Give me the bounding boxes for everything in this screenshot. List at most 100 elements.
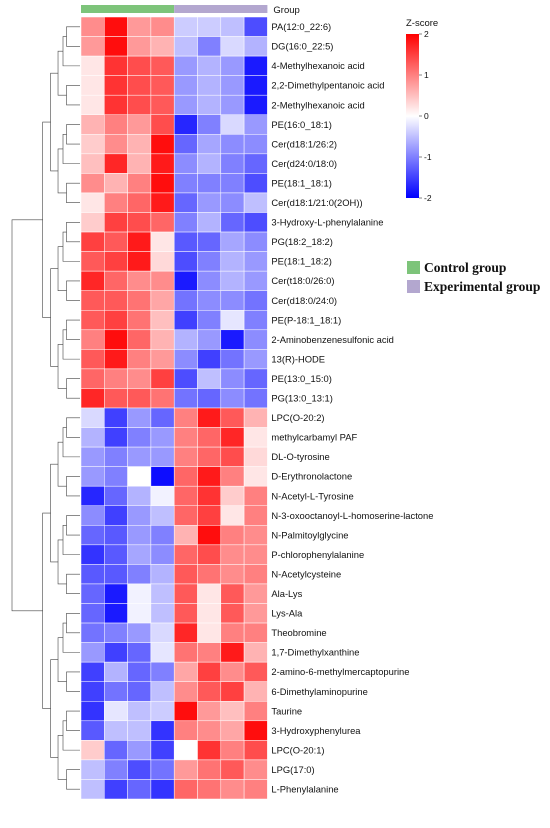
heatmap-cell <box>220 485 245 507</box>
heatmap-cell <box>150 779 175 800</box>
heatmap-cell <box>197 290 222 311</box>
dendrogram-branch <box>66 612 80 634</box>
row-label: PE(16:0_18:1) <box>271 119 331 130</box>
heatmap-cell <box>150 388 175 409</box>
heatmap-cell <box>220 55 245 76</box>
heatmap-cell <box>220 544 245 565</box>
dendrogram-branch <box>66 319 80 340</box>
heatmap-cell <box>243 173 268 194</box>
heatmap-cell <box>150 485 175 507</box>
heatmap-cell <box>220 388 245 409</box>
dendrogram-branch <box>66 671 80 692</box>
heatmap-cell <box>220 740 245 761</box>
heatmap-cell <box>80 153 105 174</box>
heatmap-cell <box>197 407 222 428</box>
heatmap-cell <box>127 36 152 57</box>
dendrogram-branch <box>66 182 80 204</box>
row-label: 2-Methylhexanoic acid <box>271 99 364 110</box>
row-label: Cer(d24:0/18:0) <box>271 158 337 169</box>
heatmap-cell <box>127 75 152 96</box>
heatmap-cell <box>243 485 268 507</box>
dendrogram-branch <box>66 124 80 145</box>
dendrogram-branch <box>66 476 80 497</box>
heatmap-cell <box>197 720 222 741</box>
heatmap-cell <box>150 583 175 604</box>
heatmap-cell <box>80 446 105 467</box>
row-label: DG(16:0_22:5) <box>271 41 333 52</box>
heatmap-cell <box>127 525 152 546</box>
heatmap-cell <box>197 564 222 585</box>
heatmap-cell <box>127 212 152 233</box>
heatmap-cell <box>150 251 175 272</box>
colorbar-tick-label: 2 <box>424 29 429 39</box>
heatmap-cell <box>104 740 128 761</box>
heatmap-cell <box>220 231 245 252</box>
heatmap-cell <box>173 349 198 370</box>
heatmap-cell <box>173 212 198 233</box>
heatmap-cell <box>243 16 268 37</box>
heatmap-cell <box>80 466 105 487</box>
row-label: PE(18:1_18:2) <box>271 256 331 267</box>
heatmap-cell <box>220 173 245 194</box>
heatmap-cell <box>104 290 128 311</box>
heatmap-cell <box>173 388 198 409</box>
row-label: 1,7-Dimethylxanthine <box>271 647 359 658</box>
dendrogram-root <box>11 219 43 612</box>
heatmap-cell <box>80 642 105 663</box>
heatmap-cell <box>243 349 268 370</box>
dendrogram-branch <box>62 329 80 360</box>
heatmap-cell <box>150 446 175 467</box>
heatmap-cell <box>127 349 152 370</box>
heatmap-cell <box>80 485 105 507</box>
heatmap-cell <box>197 173 222 194</box>
heatmap-cell <box>173 94 198 115</box>
heatmap-cell <box>104 603 128 624</box>
colorbar-tick-label: 0 <box>424 111 429 121</box>
heatmap-cell <box>150 310 175 331</box>
heatmap-cell <box>243 446 268 467</box>
heatmap-cell <box>173 485 198 507</box>
heatmap-cell <box>173 583 198 604</box>
heatmap-cell <box>243 290 268 311</box>
heatmap-cell <box>220 407 245 428</box>
heatmap-cell <box>80 75 105 96</box>
dendrogram-branch <box>57 637 67 682</box>
heatmap-cell <box>197 55 222 76</box>
dendrogram-branch <box>57 735 67 780</box>
heatmap-cell <box>150 16 175 37</box>
heatmap-cell <box>173 192 198 213</box>
row-label: PE(18:1_18:1) <box>271 177 331 188</box>
heatmap-cell <box>197 525 222 546</box>
heatmap-cell <box>104 779 128 800</box>
heatmap-cell <box>197 388 222 409</box>
heatmap-cell <box>80 192 105 213</box>
dendrogram-branch <box>66 85 80 106</box>
heatmap-cell <box>173 173 198 194</box>
heatmap-cell <box>197 701 222 722</box>
heatmap-cell <box>220 622 245 643</box>
heatmap-cell <box>220 270 245 291</box>
heatmap-cell <box>173 270 198 291</box>
row-label: PE(13:0_15:0) <box>271 373 331 384</box>
heatmap-cell <box>220 94 245 115</box>
heatmap-cell <box>243 407 268 428</box>
heatmap-cell <box>80 310 105 331</box>
row-label: Theobromine <box>271 627 326 638</box>
group-legend: Control group Experimental group <box>407 260 540 294</box>
heatmap-cell <box>150 270 175 291</box>
heatmap-cell <box>150 505 175 526</box>
dendrogram-branch <box>66 378 80 399</box>
heatmap-cell <box>220 134 245 155</box>
heatmap-cell <box>150 720 175 741</box>
heatmap-cell <box>104 661 128 682</box>
heatmap-cell <box>197 466 222 487</box>
heatmap-cell <box>127 407 152 428</box>
heatmap-cell <box>80 701 105 722</box>
heatmap-cell <box>173 642 198 663</box>
heatmap-cell <box>150 231 175 252</box>
row-label: PE(P-18:1_18:1) <box>271 314 341 325</box>
dendrogram-branch <box>62 720 80 751</box>
heatmap-cell <box>197 329 222 350</box>
